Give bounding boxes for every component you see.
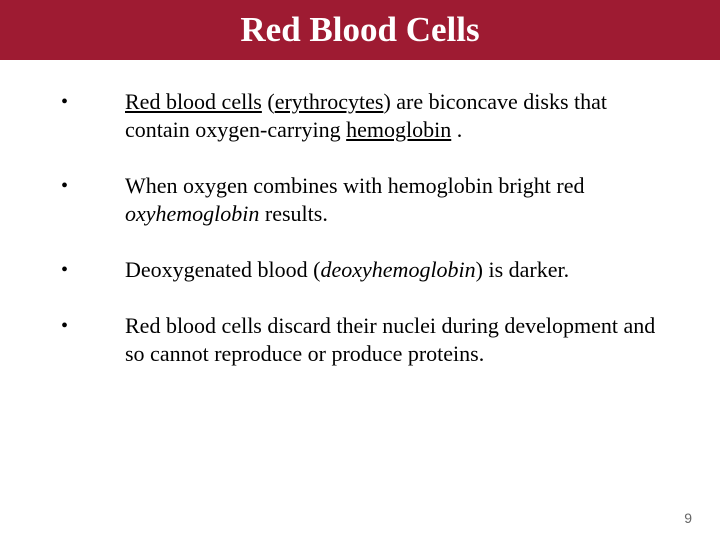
text-run: oxyhemoglobin	[125, 201, 259, 226]
text-run: Deoxygenated blood (	[125, 257, 321, 282]
text-run: ) is darker.	[476, 257, 569, 282]
bullet-marker: •	[55, 256, 125, 284]
content-area: •Red blood cells (erythrocytes) are bico…	[0, 60, 720, 368]
bullet-marker: •	[55, 172, 125, 200]
bullet-text: Red blood cells discard their nuclei dur…	[125, 312, 665, 368]
bullet-row: • Deoxygenated blood (deoxyhemoglobin) i…	[55, 256, 665, 284]
text-run: When oxygen combines with hemoglobin bri…	[125, 173, 584, 198]
text-run: hemoglobin	[346, 117, 451, 142]
page-number: 9	[684, 510, 692, 526]
bullet-text: Red blood cells (erythrocytes) are bicon…	[125, 88, 665, 144]
text-run: (	[262, 89, 275, 114]
bullet-marker: •	[55, 312, 125, 340]
text-run: Red blood cells	[125, 89, 262, 114]
bullet-row: •Red blood cells (erythrocytes) are bico…	[55, 88, 665, 144]
slide-title: Red Blood Cells	[240, 10, 479, 50]
text-run: results.	[259, 201, 327, 226]
text-run: Red blood cells discard their nuclei dur…	[125, 313, 655, 366]
bullet-text: When oxygen combines with hemoglobin bri…	[125, 172, 665, 228]
bullet-marker: •	[55, 88, 125, 116]
bullet-text: Deoxygenated blood (deoxyhemoglobin) is …	[125, 256, 569, 284]
bullet-row: • Red blood cells discard their nuclei d…	[55, 312, 665, 368]
text-run: deoxyhemoglobin	[321, 257, 476, 282]
text-run: .	[451, 117, 462, 142]
text-run: erythrocytes	[275, 89, 384, 114]
bullet-row: •When oxygen combines with hemoglobin br…	[55, 172, 665, 228]
title-bar: Red Blood Cells	[0, 0, 720, 60]
